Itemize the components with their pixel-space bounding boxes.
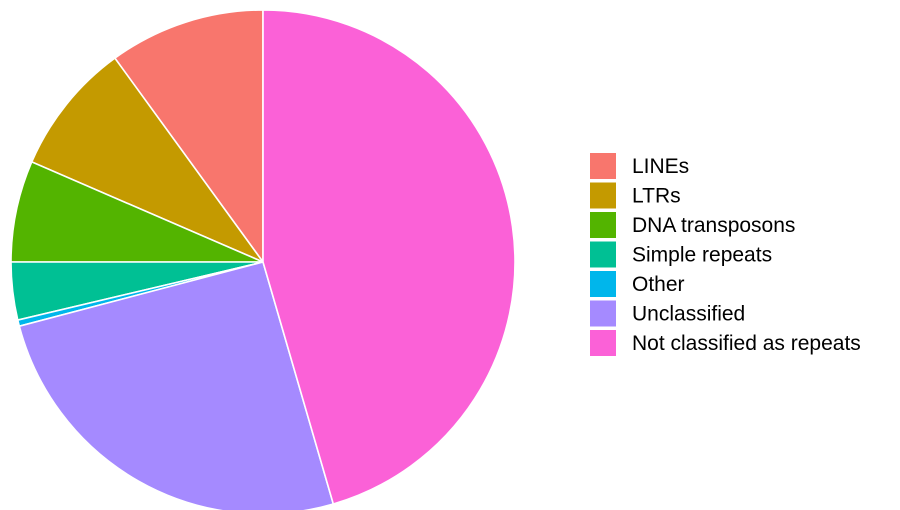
legend-label: Other [632, 273, 685, 296]
legend-swatch [590, 212, 616, 238]
legend-label: LTRs [632, 185, 681, 208]
legend-item-not-classified-as-repeats: Not classified as repeats [590, 330, 861, 356]
legend-item-ltrs: LTRs [590, 182, 681, 209]
legend-swatch [590, 271, 616, 297]
legend-item-simple-repeats: Simple repeats [590, 241, 772, 268]
pie-slice-ltrs [30, 57, 266, 264]
legend: LINEs LTRs DNA transposons Simple repeats Ot… [590, 153, 861, 356]
legend-label: LINEs [632, 155, 689, 178]
legend-swatch [590, 153, 616, 179]
legend-item-other: Other [590, 271, 685, 297]
pie-slice-not-classified-as-repeats [262, 9, 516, 505]
legend-label: DNA transposons [632, 214, 795, 237]
legend-swatch [590, 300, 616, 327]
pie-slices [10, 9, 516, 510]
legend-swatch [590, 182, 616, 209]
legend-item-unclassified: Unclassified [590, 300, 745, 327]
pie-slice-unclassified [18, 261, 335, 510]
legend-swatch [590, 241, 616, 268]
legend-label: Unclassified [632, 303, 745, 326]
legend-label: Not classified as repeats [632, 332, 861, 355]
pie-slice-lines [113, 9, 264, 265]
legend-label: Simple repeats [632, 244, 772, 267]
legend-item-lines: LINEs [590, 153, 689, 179]
legend-item-dna-transposons: DNA transposons [590, 212, 795, 238]
legend-swatch [590, 330, 616, 356]
